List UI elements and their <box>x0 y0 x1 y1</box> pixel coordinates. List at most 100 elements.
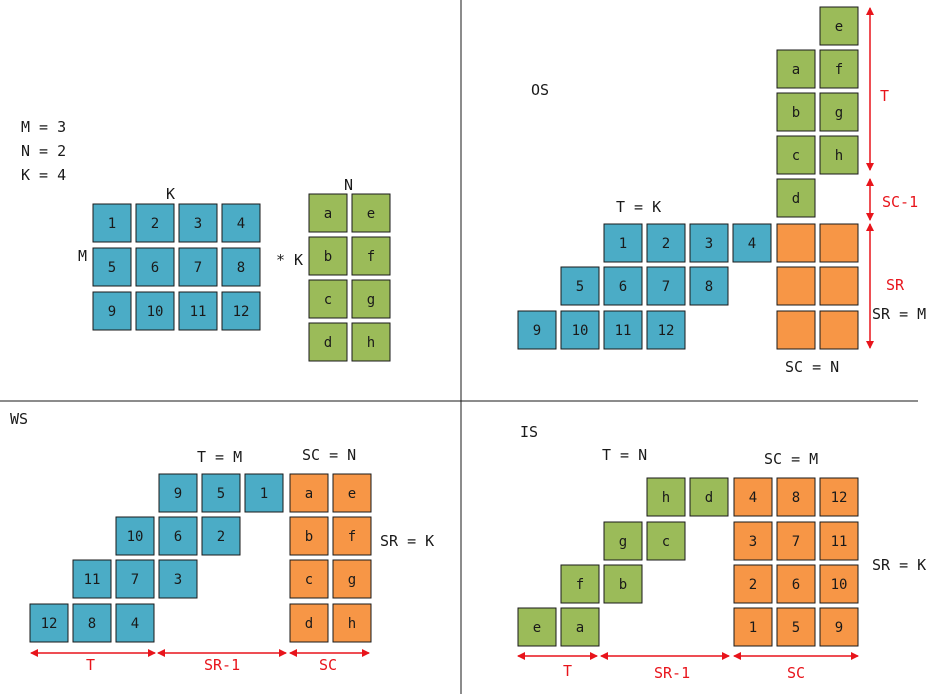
q1-matrix-a-cell-label: 8 <box>237 260 245 276</box>
is-orange-cell: 11 <box>819 521 859 561</box>
os-label-t: T <box>880 87 889 105</box>
is-green-cell-label: b <box>619 577 627 593</box>
is-green-cell-label: h <box>662 490 670 506</box>
os-green-cell-box <box>819 49 859 89</box>
is-orange-cell-label: 5 <box>792 620 800 636</box>
ws-blue-cell-label: 8 <box>88 616 96 632</box>
is-sr-eq: SR = K <box>872 556 926 574</box>
ws-orange-cell: b <box>289 516 329 556</box>
os-blue-cell: 1 <box>603 223 643 263</box>
ws-orange-cell-label: d <box>305 616 313 632</box>
q1-matrix-a-cell-label: 1 <box>108 216 116 232</box>
os-blue-cell-box <box>689 223 729 263</box>
os-output-cell-box <box>819 266 859 306</box>
is-orange-cell-box <box>776 607 816 647</box>
matrix-a-k-label: K <box>166 185 175 203</box>
os-blue-cell-label: 9 <box>533 323 541 339</box>
is-orange-cell-box <box>733 521 773 561</box>
is-orange-cell-label: 12 <box>831 490 848 506</box>
os-label-sr: SR <box>886 276 905 294</box>
ws-blue-cell-box <box>72 559 112 599</box>
os-green-cell: a <box>776 49 816 89</box>
is-green-cell: b <box>603 564 643 604</box>
is-green-cell-box <box>560 607 600 647</box>
os-green-cell: f <box>819 49 859 89</box>
is-orange-cell-label: 11 <box>831 534 848 550</box>
ws-orange-cell-label: c <box>305 572 313 588</box>
os-output-cell <box>776 223 816 263</box>
os-title: OS <box>531 81 549 99</box>
os-green-cell-box <box>819 6 859 46</box>
ws-blue-cell: 5 <box>201 473 241 513</box>
is-green-cell-box <box>646 477 686 517</box>
os-blue-cell: 11 <box>603 310 643 350</box>
is-orange-cell-label: 4 <box>749 490 757 506</box>
is-label-sc: SC <box>787 664 805 682</box>
q1-matrix-a-cell-box <box>221 247 261 287</box>
ws-orange-cell-box <box>289 473 329 513</box>
is-orange-cell: 1 <box>733 607 773 647</box>
ws-blue-cell-label: 12 <box>41 616 58 632</box>
is-orange-cell-label: 6 <box>792 577 800 593</box>
os-blue-cell-box <box>732 223 772 263</box>
os-blue-cell-label: 1 <box>619 236 627 252</box>
q1-matrix-b-cell-box <box>351 236 391 276</box>
ws-blue-cell-box <box>115 516 155 556</box>
q1-matrix-a-cell-label: 11 <box>190 304 207 320</box>
q1-matrix-a-cell-label: 10 <box>147 304 164 320</box>
ws-blue-cell-label: 9 <box>174 486 182 502</box>
os-blue-cell-box <box>603 266 643 306</box>
is-orange-cell-label: 7 <box>792 534 800 550</box>
ws-blue-cell-label: 11 <box>84 572 101 588</box>
os-blue-cell-box <box>603 310 643 350</box>
os-output-cell-box <box>776 266 816 306</box>
q1-matrix-a-cell-label: 9 <box>108 304 116 320</box>
os-blue-cell: 12 <box>646 310 686 350</box>
os-blue-cell-label: 12 <box>658 323 675 339</box>
q1-matrix-a-cell-label: 6 <box>151 260 159 276</box>
is-green-cell: c <box>646 521 686 561</box>
is-orange-cell: 10 <box>819 564 859 604</box>
q1-matrix-a-cell-box <box>92 247 132 287</box>
is-orange-cell-label: 9 <box>835 620 843 636</box>
ws-blue-cell-label: 1 <box>260 486 268 502</box>
os-blue-cell-label: 8 <box>705 279 713 295</box>
is-orange-cell: 2 <box>733 564 773 604</box>
is-orange-cell-box <box>819 564 859 604</box>
q1-matrix-a-cell: 6 <box>135 247 175 287</box>
is-orange-cell: 7 <box>776 521 816 561</box>
is-green-cell: e <box>517 607 557 647</box>
os-green-cell-box <box>776 178 816 218</box>
os-green-cell: b <box>776 92 816 132</box>
os-blue-cell-label: 2 <box>662 236 670 252</box>
q1-matrix-a-cell-box <box>221 203 261 243</box>
os-green-cell: e <box>819 6 859 46</box>
ws-orange-cell-box <box>332 516 372 556</box>
ws-orange-cell-box <box>332 603 372 643</box>
q1-matrix-b-cell-label: h <box>367 335 375 351</box>
q1-matrix-a-cell: 3 <box>178 203 218 243</box>
q2-os: OS T = K SR = M SC = N T SC-1 SR <box>531 7 926 376</box>
q1-matrix-a-cell-box <box>135 203 175 243</box>
os-blue-cell-box <box>646 266 686 306</box>
os-green-cell-label: e <box>835 19 843 35</box>
is-green-cell-box <box>560 564 600 604</box>
q1-matrix-a-cell: 4 <box>221 203 261 243</box>
os-green-cell-label: d <box>792 191 800 207</box>
q1-matrix-b-cell-label: f <box>367 249 375 265</box>
is-orange-cell-box <box>819 521 859 561</box>
ws-orange-cell-box <box>332 473 372 513</box>
os-blue-cell-box <box>646 223 686 263</box>
is-green-cell-box <box>689 477 729 517</box>
ws-blue-cell-box <box>72 603 112 643</box>
is-orange-cell-box <box>776 564 816 604</box>
is-label-sr1: SR-1 <box>654 664 690 682</box>
q1-matrix-b-cell-label: b <box>324 249 332 265</box>
os-blue-cell-label: 3 <box>705 236 713 252</box>
is-green-cell-label: e <box>533 620 541 636</box>
q1-matrix-b-cell: h <box>351 322 391 362</box>
ws-orange-cell-label: b <box>305 529 313 545</box>
q1-setup: M = 3 N = 2 K = 4 K M N * K <box>21 118 353 269</box>
is-orange-cell-box <box>776 477 816 517</box>
q1-matrix-b-cell-box <box>351 322 391 362</box>
